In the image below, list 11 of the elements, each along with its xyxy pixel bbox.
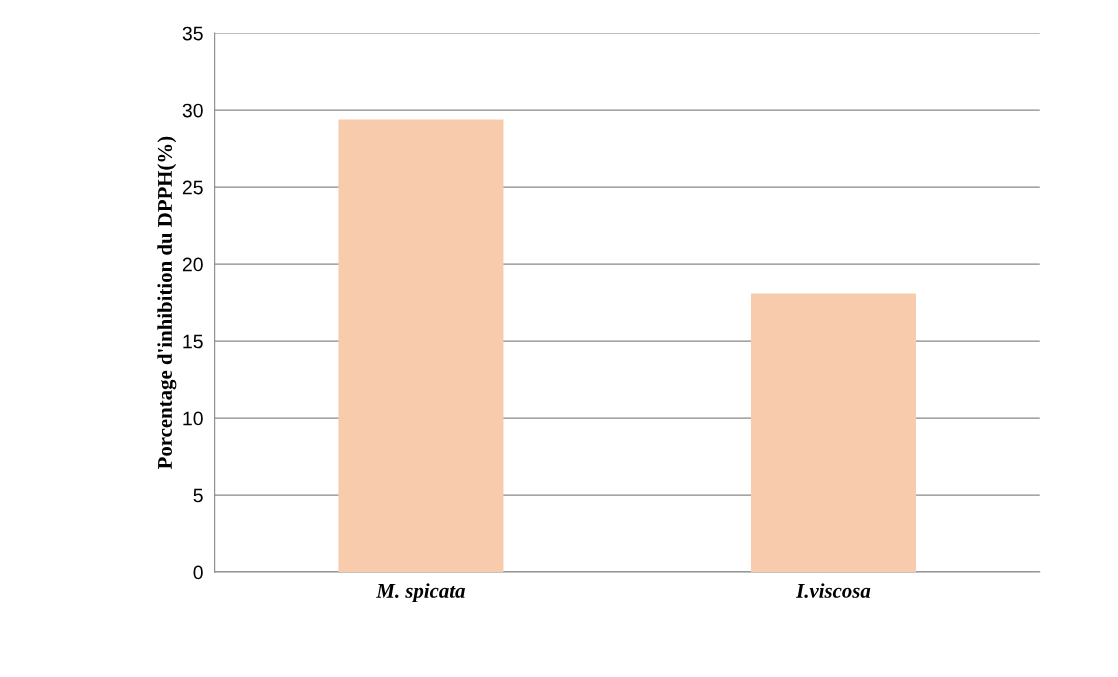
y-tick-label: 15 <box>183 334 203 349</box>
y-tick-label: 35 <box>182 26 203 41</box>
y-tick-label: 30 <box>182 103 203 118</box>
y-tick-label: 10 <box>183 411 203 426</box>
x-tick-label: M. spicata <box>376 583 465 603</box>
x-tick-label: I.viscosa <box>795 583 871 598</box>
y-axis-title: Porcentage d'inhibition du DPPH(%) <box>157 136 177 470</box>
y-tick-label: 0 <box>193 565 203 580</box>
y-tick-label: 20 <box>182 257 203 272</box>
y-tick-label: 25 <box>182 180 203 195</box>
y-tick-label: 5 <box>193 488 203 503</box>
